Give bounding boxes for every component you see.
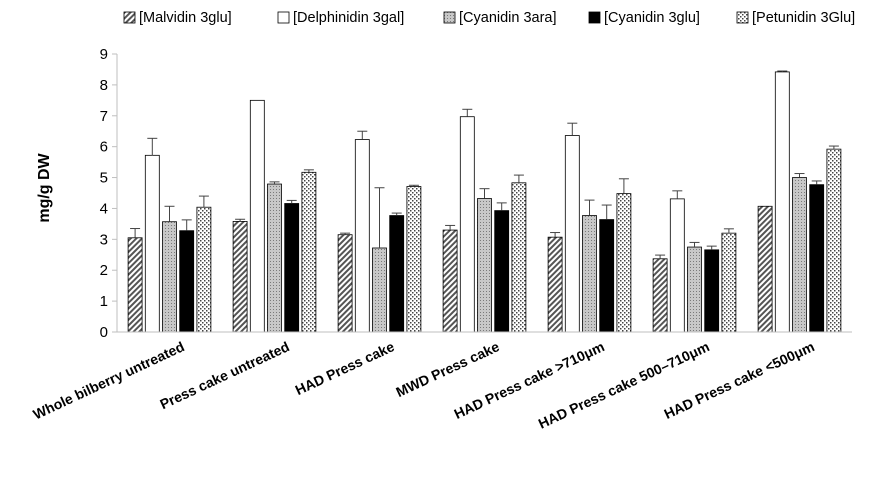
bar bbox=[564, 135, 580, 333]
legend-label: [Malvidin 3glu] bbox=[139, 10, 232, 26]
bar bbox=[582, 215, 597, 333]
bar bbox=[389, 215, 405, 333]
bar bbox=[232, 221, 248, 333]
bar bbox=[337, 234, 353, 333]
legend-swatch bbox=[588, 11, 601, 24]
legend-swatch bbox=[443, 11, 456, 24]
bar bbox=[616, 193, 632, 333]
bar bbox=[354, 139, 370, 333]
bar bbox=[757, 205, 773, 333]
bar bbox=[372, 247, 387, 333]
y-tick-label: 1 bbox=[100, 293, 108, 310]
y-tick-label: 2 bbox=[100, 262, 108, 279]
bar bbox=[301, 171, 317, 333]
bar bbox=[477, 198, 492, 333]
legend-swatch bbox=[277, 11, 290, 24]
bar bbox=[127, 237, 143, 333]
bar bbox=[669, 198, 685, 333]
bar bbox=[442, 229, 458, 333]
y-tick-label: 8 bbox=[100, 77, 108, 94]
bar bbox=[406, 186, 422, 333]
category-label: HAD Press cake bbox=[293, 338, 397, 398]
legend-label: [Petunidin 3Glu] bbox=[752, 10, 855, 26]
category-label: HAD Press cake 500–710μm bbox=[536, 338, 712, 431]
bar bbox=[704, 249, 720, 333]
bar bbox=[284, 203, 300, 333]
plot-area bbox=[127, 70, 842, 333]
y-tick-label: 6 bbox=[100, 139, 108, 156]
y-tick-label: 3 bbox=[100, 231, 108, 248]
bar bbox=[249, 99, 265, 333]
bar bbox=[494, 210, 510, 333]
bar bbox=[511, 182, 527, 333]
bar bbox=[809, 184, 825, 333]
bar bbox=[179, 230, 195, 333]
y-tick-label: 9 bbox=[100, 46, 108, 63]
bar bbox=[652, 258, 668, 333]
y-axis-label: mg/g DW bbox=[36, 152, 53, 222]
bar bbox=[459, 116, 475, 333]
y-tick-label: 4 bbox=[100, 200, 108, 217]
legend: [Malvidin 3glu] [Delphinidin 3gal] [Cyanid… bbox=[123, 10, 855, 26]
bar bbox=[599, 219, 615, 333]
legend-swatch bbox=[123, 11, 136, 24]
bar bbox=[774, 71, 790, 333]
bar bbox=[162, 221, 177, 333]
bar bbox=[687, 246, 702, 333]
bar bbox=[826, 148, 842, 333]
y-tick-label: 7 bbox=[100, 108, 108, 125]
bar bbox=[721, 232, 737, 333]
legend-label: [Delphinidin 3gal] bbox=[293, 10, 404, 26]
legend-label: [Cyanidin 3glu] bbox=[604, 10, 700, 26]
bar bbox=[267, 183, 282, 333]
bar bbox=[196, 206, 212, 333]
y-axis: 0 1 2 3 4 5 6 7 8 9 bbox=[100, 46, 118, 341]
bar bbox=[144, 154, 160, 333]
legend-label: [Cyanidin 3ara] bbox=[459, 10, 557, 26]
y-tick-label: 0 bbox=[100, 324, 108, 341]
y-tick-label: 5 bbox=[100, 170, 108, 187]
bar bbox=[547, 236, 563, 333]
bar bbox=[792, 177, 807, 333]
legend-swatch bbox=[736, 11, 749, 24]
